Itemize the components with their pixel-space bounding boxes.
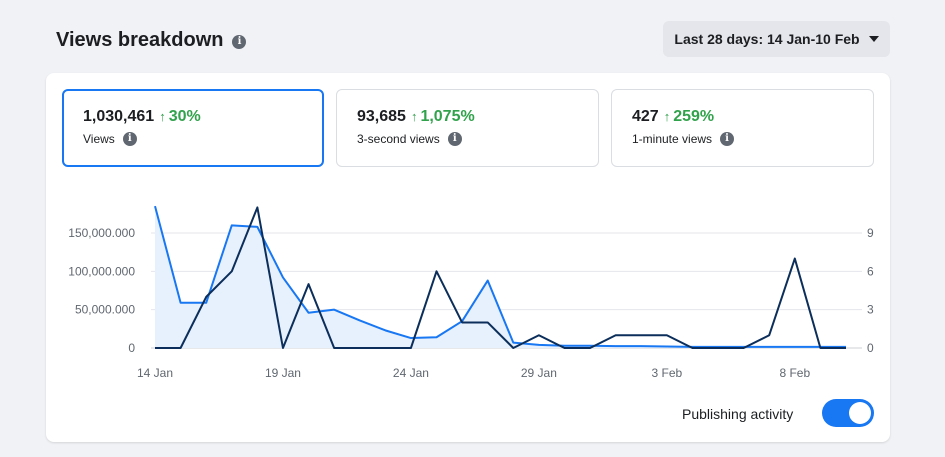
metric-change-value: 30% [168,108,201,125]
info-icon[interactable]: i [122,132,137,146]
metric-card-views[interactable]: 1,030,461 ↑ 30% Views i [62,89,324,167]
views-card: 1,030,461 ↑ 30% Views i 93,685 ↑ 1,075% … [46,73,890,442]
info-icon[interactable]: i [232,34,247,49]
metric-value: 1,030,461 [83,108,155,125]
publishing-activity-label: Publishing activity [682,406,794,422]
metric-change-value: 259% [673,108,715,125]
x-tick-label: 3 Feb [652,366,683,380]
arrow-up-icon: ↑ [410,109,418,124]
views-chart: 0 50,000.000 100,000.000 150,000.000 0 3 6 9 14 … [68,205,874,380]
metric-card-1-minute-views[interactable]: 427 ↑ 259% 1-minute views i [611,89,874,167]
metric-label: 1-minute views [632,132,713,146]
date-range-dropdown[interactable]: Last 28 days: 14 Jan-10 Feb [663,21,890,57]
arrow-up-icon: ↑ [159,109,166,124]
x-tick-label: 19 Jan [265,366,301,380]
y-tick-label-right: 0 [867,341,874,355]
y-tick-label-left: 150,000.000 [68,226,135,240]
metric-value: 93,685 [357,108,406,125]
x-tick-label: 29 Jan [521,366,557,380]
publishing-activity-toggle[interactable] [822,399,874,427]
x-tick-label: 8 Feb [779,366,810,380]
y-tick-label-right: 3 [867,303,874,317]
metric-change: ↑ 259% [664,108,714,126]
x-tick-label: 24 Jan [393,366,429,380]
metric-change-value: 1,075% [420,108,475,125]
metric-label: Views [83,132,115,146]
metric-change: ↑ 1,075% [411,108,475,126]
page-title-text: Views breakdown [56,29,224,51]
metric-label: 3-second views [357,132,440,146]
y-tick-label-left: 100,000.000 [68,264,135,278]
page-title: Views breakdown i [56,29,247,52]
y-tick-label-left: 50,000.000 [75,303,135,317]
publishing-activity-line [155,206,846,349]
chevron-down-icon [868,36,879,42]
arrow-up-icon: ↑ [663,109,671,124]
info-icon[interactable]: i [720,132,735,146]
views-area [155,206,846,348]
x-tick-label: 14 Jan [137,366,173,380]
y-tick-label-right: 9 [867,226,874,240]
toggle-knob [849,402,871,424]
y-tick-label-right: 6 [867,264,874,278]
y-tick-label-left: 0 [128,341,135,355]
info-icon[interactable]: i [447,132,462,146]
metric-card-3-second-views[interactable]: 93,685 ↑ 1,075% 3-second views i [336,89,599,167]
metric-value: 427 [632,108,659,125]
views-line [154,205,846,348]
date-range-label: Last 28 days: 14 Jan-10 Feb [674,31,860,47]
metric-change: ↑ 30% [159,108,201,126]
